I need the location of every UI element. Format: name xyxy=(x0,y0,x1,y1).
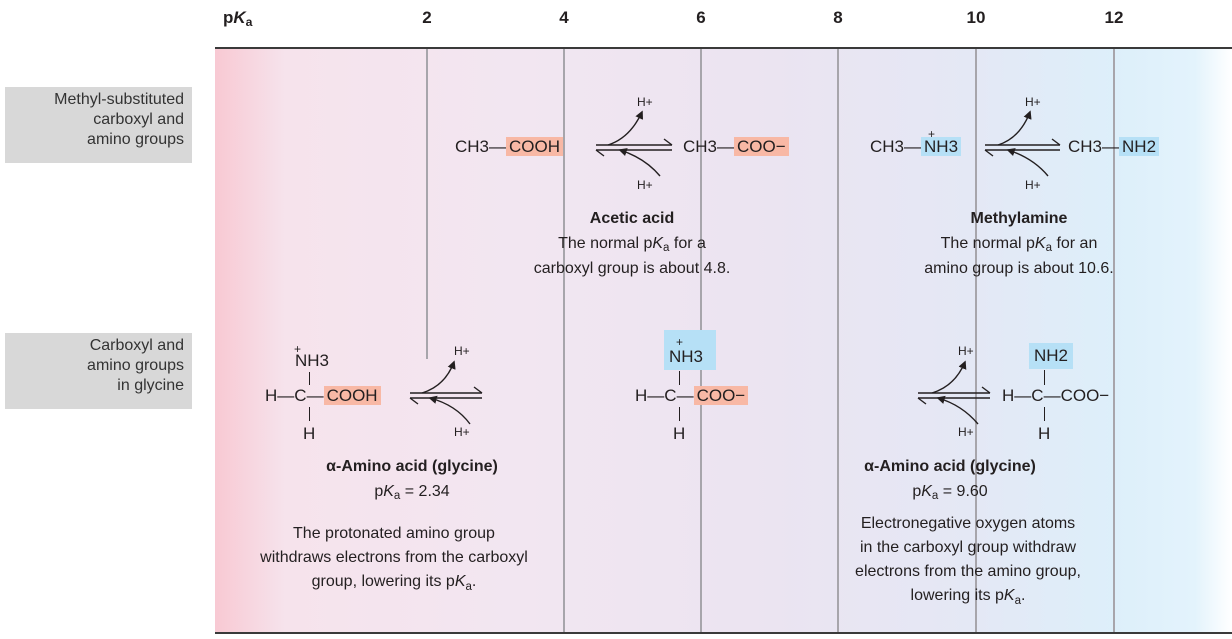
acetate: CH3— COO− xyxy=(683,136,789,158)
carboxylate-group-highlight: COO− xyxy=(734,137,789,156)
glycine-left-equilibrium-arrow xyxy=(409,360,483,425)
methylammonium-prefix: CH3— xyxy=(870,137,922,156)
methylamine-desc-1: The normal pKa for an xyxy=(940,235,1098,254)
glycine-right-alpha-h: H xyxy=(1038,424,1051,443)
glycine-left-proton-uptake: H+ xyxy=(454,425,470,439)
methylamine-prefix: CH3— xyxy=(1068,137,1120,156)
glycine-left-note: The protonated amino group withdraws ele… xyxy=(260,525,528,594)
pka-gradient-background xyxy=(215,48,1232,633)
glycine-right-proton-release: H+ xyxy=(958,344,974,358)
glycine-left-alpha-h: H xyxy=(303,424,316,443)
glycine-carboxyl-highlight: COOH xyxy=(323,386,381,405)
pka-tick-6: 6 xyxy=(696,8,706,27)
acetic-acid-name: Acetic acid xyxy=(589,210,675,227)
acetic-acid-desc-1: The normal pKa for a xyxy=(558,235,706,254)
methylamine-proton-uptake: H+ xyxy=(1025,178,1041,192)
glycine-mid-charge: + xyxy=(676,335,684,349)
acetic-equilibrium-arrow xyxy=(595,110,673,177)
glycine-mid-backbone: H—C— COO− xyxy=(635,385,749,407)
pka-tick-8: 8 xyxy=(833,8,843,27)
amino-group-highlight: NH2 xyxy=(1119,137,1160,156)
pka-tick-12: 12 xyxy=(1104,8,1124,27)
glycine-right-pka: pKa = 9.60 xyxy=(912,483,988,502)
methylamine: CH3— NH2 xyxy=(1068,136,1160,158)
bond xyxy=(309,372,311,385)
glycine-right-proton-uptake: H+ xyxy=(958,425,974,439)
glycine-right-equilibrium-arrow xyxy=(917,360,991,425)
row-label-methyl: Methyl-substituted carboxyl and amino gr… xyxy=(5,87,192,163)
methylamine-desc-2: amino group is about 10.6. xyxy=(924,260,1114,277)
glycine-mid-alpha-h: H xyxy=(673,424,686,443)
glycine-right-amino-highlight: NH2 xyxy=(1029,343,1074,369)
glycine-mid-ammonium-highlight xyxy=(664,330,716,370)
glycine-left-proton-release: H+ xyxy=(454,344,470,358)
glycine-left-pka: pKa = 2.34 xyxy=(374,483,450,502)
pka-tick-2: 2 xyxy=(422,8,432,27)
bond xyxy=(679,407,681,421)
glycine-right-note: Electronegative oxygen atoms in the carb… xyxy=(855,515,1081,608)
acetic-acid-desc-2: carboxyl group is about 4.8. xyxy=(533,260,731,277)
gridline-12 xyxy=(1113,49,1115,632)
glycine-mid-carboxylate-highlight: COO− xyxy=(693,386,749,405)
bond xyxy=(679,371,681,385)
glycine-right-backbone: H—C—COO− xyxy=(1002,386,1110,405)
glycine-left-charge: + xyxy=(294,342,302,356)
acetic-left-prefix: CH3— xyxy=(455,137,507,156)
pka-tick-4: 4 xyxy=(559,8,569,27)
methylamine-proton-release: H+ xyxy=(1025,95,1041,109)
pka-tick-10: 10 xyxy=(966,8,986,27)
glycine-mid-amino: NH3 xyxy=(669,347,704,366)
bond xyxy=(1044,370,1046,385)
glycine-left-name: α-Amino acid (glycine) xyxy=(326,458,498,475)
acetate-prefix: CH3— xyxy=(683,137,735,156)
ammonium-group-highlight: NH3 + xyxy=(921,127,962,156)
acetic-proton-release: H+ xyxy=(637,95,653,109)
glycine-left-amino: NH3 xyxy=(295,351,330,370)
gridline-2 xyxy=(426,49,428,359)
acetic-proton-uptake: H+ xyxy=(637,178,653,192)
glycine-right-name: α-Amino acid (glycine) xyxy=(864,458,1036,475)
axis-bottom-rule xyxy=(215,632,1232,634)
carboxyl-group-highlight: COOH xyxy=(506,137,564,156)
acetic-acid-protonated: CH3— COOH xyxy=(455,136,564,158)
methylamine-name: Methylamine xyxy=(970,210,1068,227)
methylamine-equilibrium-arrow xyxy=(984,110,1061,177)
gridline-10 xyxy=(975,49,977,632)
gridline-8 xyxy=(837,49,839,632)
pka-axis-label: pKa xyxy=(223,8,253,30)
bond xyxy=(309,407,311,421)
bond xyxy=(1044,407,1046,421)
row-label-glycine: Carboxyl and amino groups in glycine xyxy=(5,333,192,409)
axis-top-rule xyxy=(215,47,1232,49)
methylammonium: CH3— NH3 + xyxy=(870,127,962,158)
gridline-4 xyxy=(563,49,565,632)
glycine-left-backbone: H—C— COOH xyxy=(265,385,381,407)
